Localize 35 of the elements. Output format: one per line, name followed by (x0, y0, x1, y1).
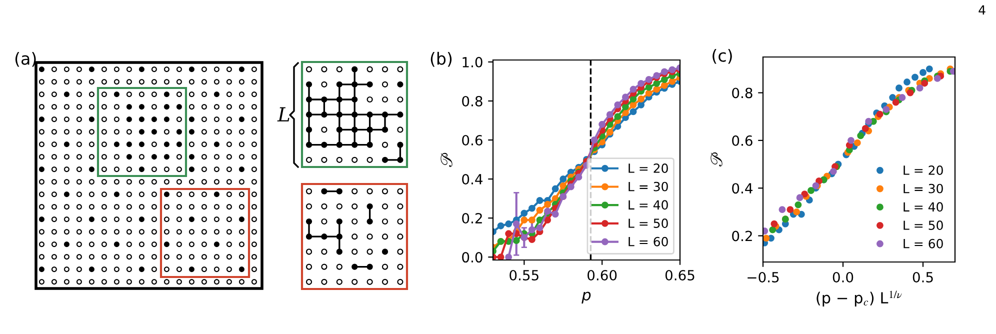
legend-label: L = 40 (628, 200, 668, 210)
y-tick-label: 1.0 (462, 56, 482, 68)
x-tick-label: 0.5 (912, 272, 933, 282)
legend-label: L = 20 (628, 163, 668, 173)
legend-label: L = 60 (904, 238, 943, 248)
x-axis-title: p (582, 292, 591, 304)
x-axis-title: (p − p$_{c}$) L$^{1/ν}$ (816, 290, 902, 307)
chart-title: (b) (430, 52, 452, 67)
y-tick-label: 0.6 (732, 135, 752, 146)
text: L (277, 107, 290, 122)
text: 4 (978, 5, 986, 15)
y-tick-label: 0.0 (462, 252, 482, 263)
y-tick-label: 0.2 (462, 213, 482, 224)
text: (a) (15, 52, 36, 67)
y-tick-label: 0.2 (732, 230, 752, 242)
y-axis-title: 𝒫 (440, 152, 452, 167)
legend-label: L = 50 (628, 218, 668, 228)
y-tick-label: 0.4 (462, 174, 482, 184)
x-tick-label: 0.65 (665, 270, 694, 280)
legend-label: L = 30 (628, 182, 668, 192)
y-tick-label: 0.8 (462, 96, 482, 106)
x-tick-label: 0.55 (510, 270, 538, 280)
y-tick-label: 0.6 (462, 134, 482, 146)
legend-label: L = 60 (628, 236, 668, 246)
x-tick-label: −0.5 (748, 272, 779, 282)
chart-title: (c) (712, 48, 732, 64)
x-tick-label: 0.60 (588, 270, 617, 280)
x-tick-label: 0.0 (832, 272, 854, 282)
y-axis-title: 𝒫 (710, 152, 722, 166)
y-tick-label: 0.8 (732, 88, 752, 98)
y-tick-label: 0.4 (732, 183, 752, 194)
legend-label: L = 20 (904, 165, 943, 175)
legend-label: L = 30 (904, 184, 943, 194)
legend-label: L = 40 (904, 202, 943, 212)
legend-label: L = 50 (904, 220, 943, 230)
